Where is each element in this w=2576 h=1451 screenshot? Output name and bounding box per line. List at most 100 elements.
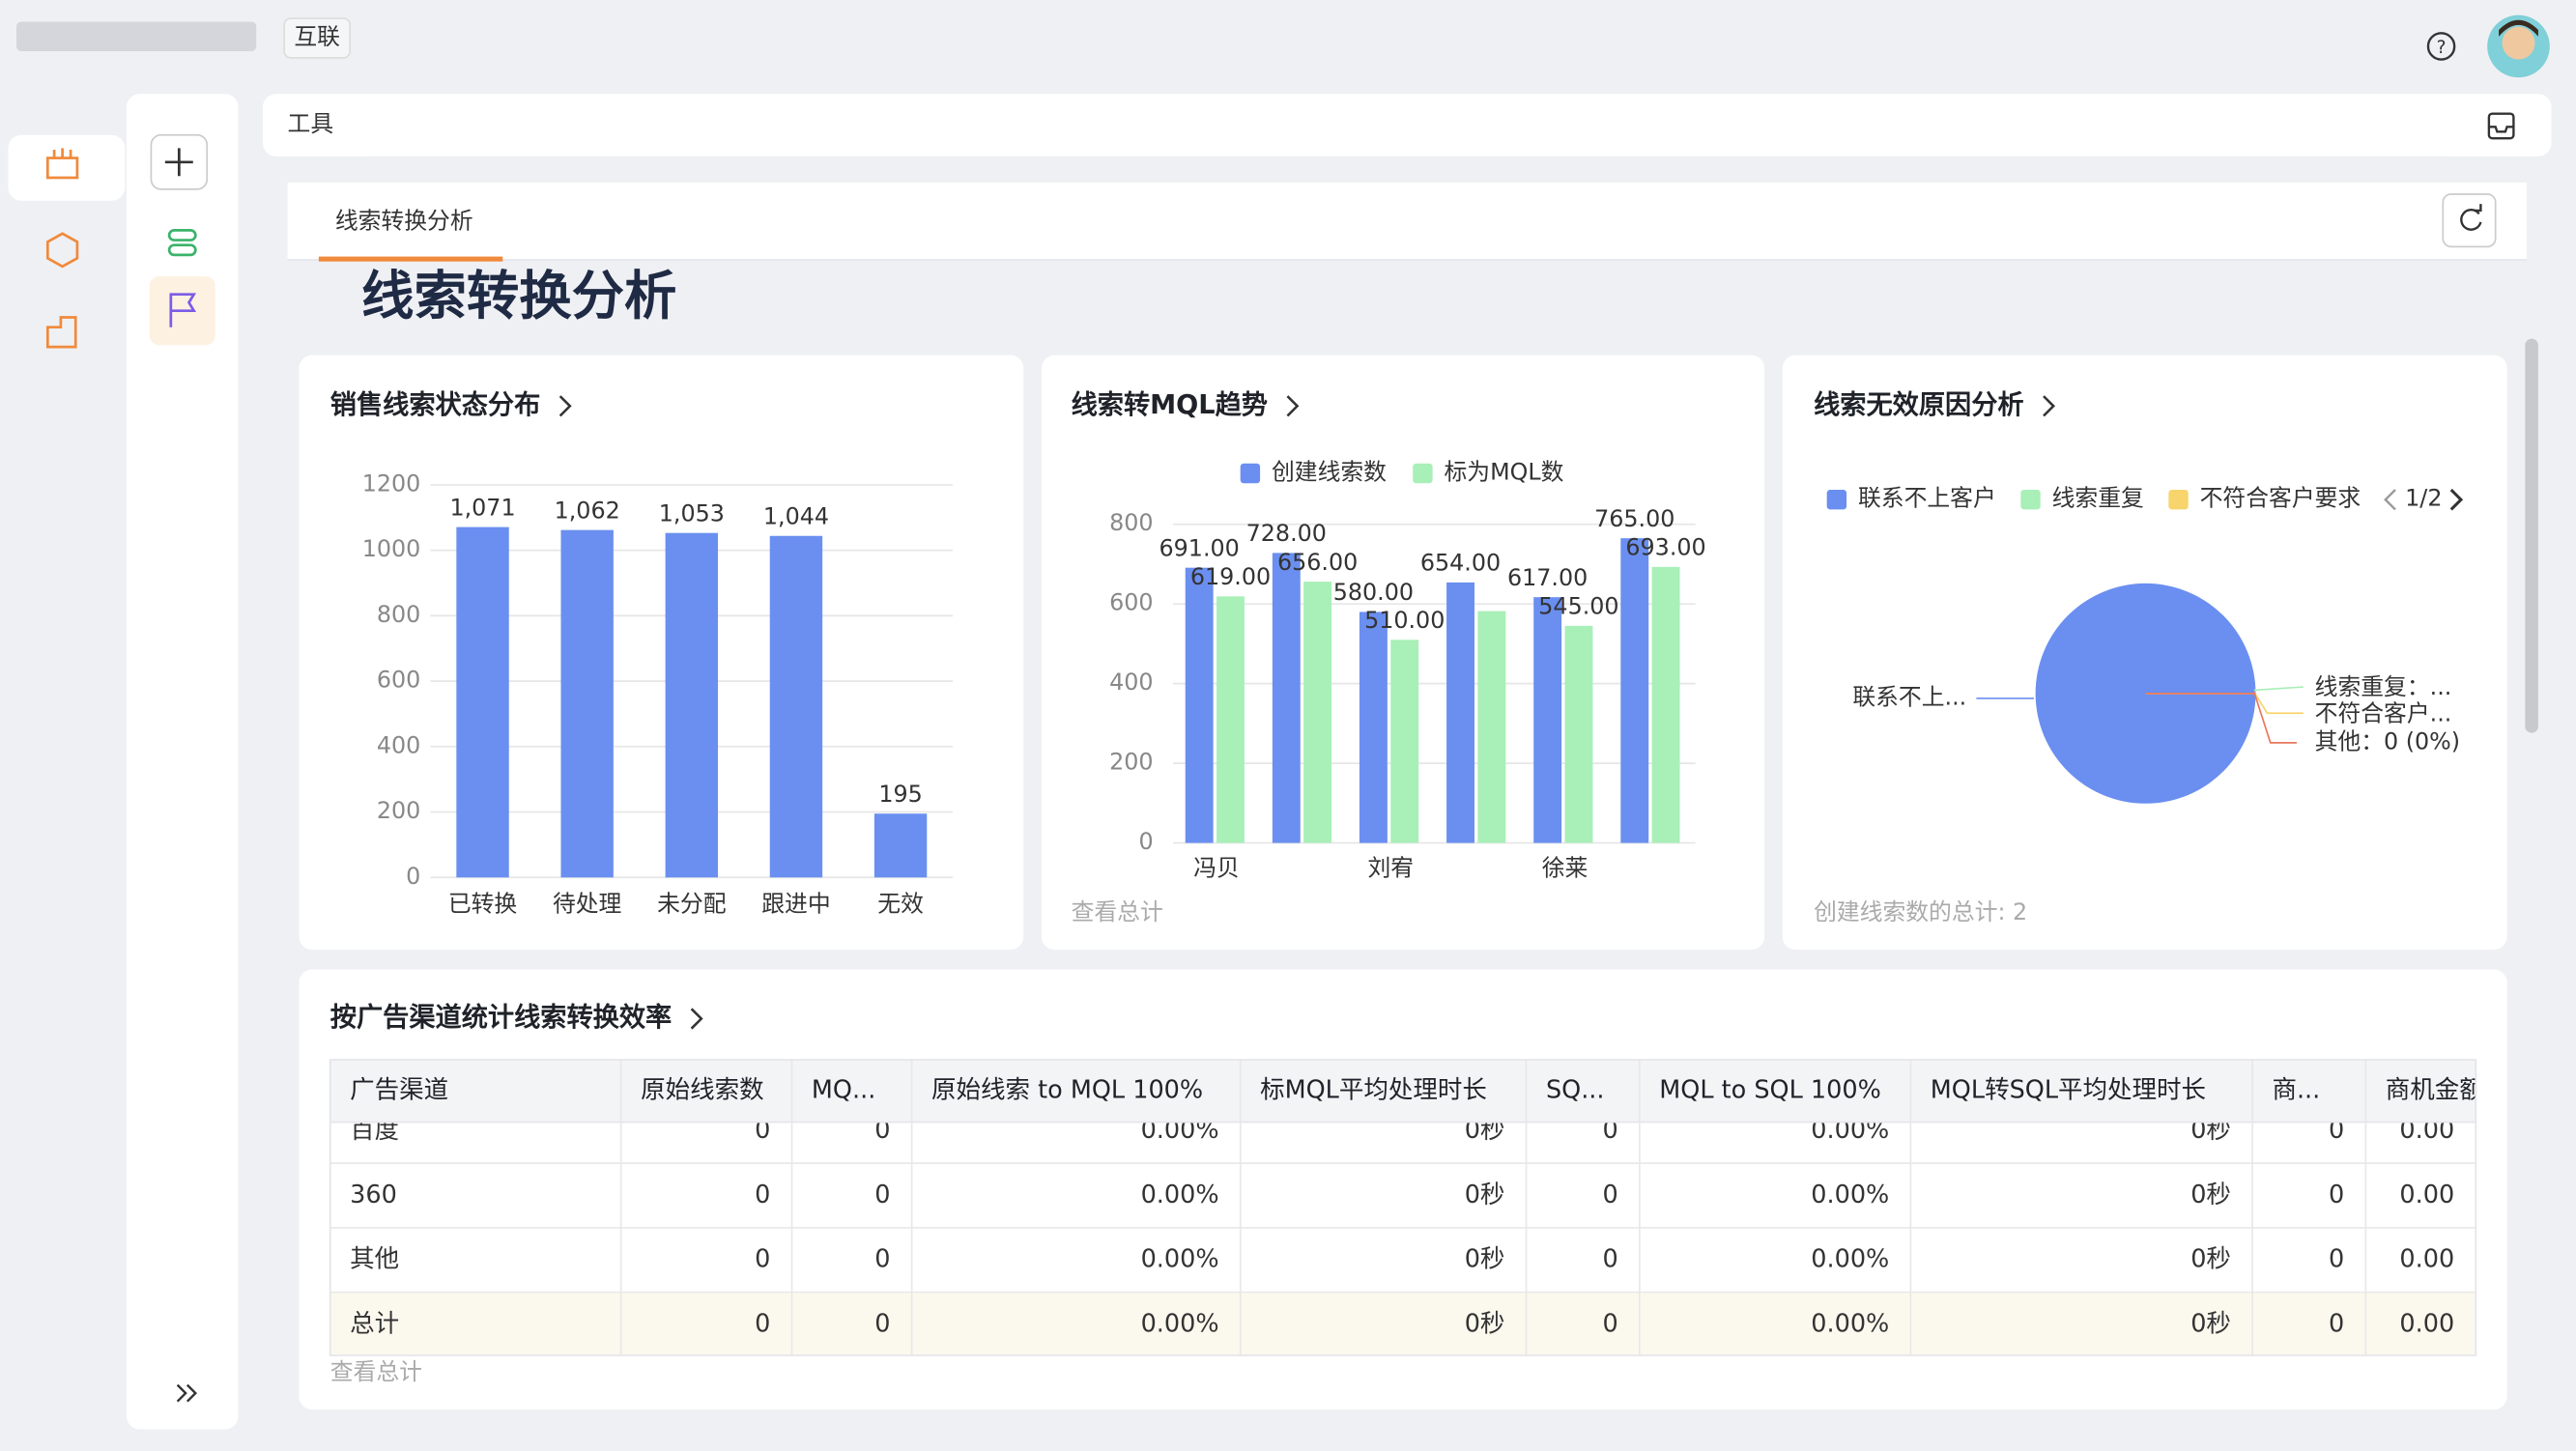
x-tick-label: 无效 <box>877 891 924 918</box>
chart-title[interactable]: 线索转MQL趋势 <box>1072 390 1268 420</box>
rail-icon[interactable] <box>45 232 79 269</box>
bar <box>873 813 928 878</box>
x-tick-label: 待处理 <box>553 891 622 918</box>
cell: 0 <box>755 1309 770 1338</box>
scrollbar[interactable] <box>2525 338 2538 733</box>
y-tick-label: 600 <box>1109 589 1153 616</box>
side-panel <box>126 94 239 1430</box>
y-tick-label: 0 <box>1138 828 1153 855</box>
legend-label: 联系不上客户 <box>1858 485 1996 512</box>
pager-next[interactable] <box>2449 488 2464 511</box>
tab[interactable]: 线索转换分析 <box>335 207 473 234</box>
blurred-name <box>16 21 257 52</box>
cell: 其他 <box>350 1245 399 1274</box>
y-tick-label: 800 <box>377 601 420 628</box>
total-row <box>329 1293 2476 1356</box>
cell: 0 <box>1603 1309 1618 1338</box>
cell: 0 <box>1603 1181 1618 1209</box>
add-button[interactable] <box>150 133 209 190</box>
avatar[interactable] <box>2487 14 2550 78</box>
value-label: 728.00 <box>1246 520 1327 547</box>
cell: 总计 <box>350 1309 399 1338</box>
table-footer: 查看总计 <box>330 1358 422 1385</box>
value-label: 617.00 <box>1507 564 1588 591</box>
slice-label: 不符合客户... <box>2315 699 2452 726</box>
cell: 0 <box>874 1245 890 1274</box>
x-tick-label: 冯贝 <box>1193 854 1240 881</box>
bar <box>1477 611 1506 843</box>
column-header: MQL转SQL平均处理时长 <box>1931 1075 2206 1104</box>
cell: 0.00% <box>1811 1309 1889 1338</box>
value-label: 1,062 <box>555 497 620 524</box>
column-header: 商... <box>2272 1075 2320 1104</box>
page-title: 线索转换分析 <box>361 266 676 327</box>
bar <box>1185 567 1214 843</box>
pager: 1/2 <box>2405 485 2442 512</box>
svg-text:?: ? <box>2437 38 2447 58</box>
column-header: MQL to SQL 100% <box>1659 1075 1881 1104</box>
bar <box>1390 640 1419 843</box>
cell: 0.00% <box>1141 1309 1219 1338</box>
value-label: 619.00 <box>1190 563 1271 590</box>
bar <box>665 532 719 878</box>
cell: 0秒 <box>1465 1245 1505 1274</box>
flow-icon[interactable] <box>167 229 197 257</box>
value-label: 545.00 <box>1538 593 1618 620</box>
leader-line <box>2253 691 2304 715</box>
bar <box>1620 538 1649 843</box>
chart-title[interactable]: 线索无效原因分析 <box>1814 390 2024 420</box>
header-bg <box>329 1060 2476 1124</box>
column-header: 原始线索数 <box>641 1075 764 1104</box>
content: 销售线索状态分布 0 200 400 600 800 1000 1200 已转换 1,071 待处理… <box>329 389 2477 1385</box>
column-header: 标MQL平均处理时长 <box>1260 1075 1487 1104</box>
cell: 0.00 <box>2399 1309 2454 1338</box>
value-label: 1,044 <box>763 503 829 530</box>
inbox-icon[interactable] <box>2487 112 2515 140</box>
column-header: MQ... <box>812 1075 875 1104</box>
table-title: 按广告渠道统计线索转换效率 <box>330 1002 672 1033</box>
cell: 0 <box>2329 1116 2344 1145</box>
chevron <box>2043 395 2056 417</box>
cell: 0.00 <box>2399 1181 2454 1209</box>
help-icon[interactable]: ? <box>2426 32 2456 61</box>
bar <box>560 529 614 878</box>
column-header: 广告渠道 <box>350 1075 448 1104</box>
cell: 0秒 <box>1465 1181 1505 1209</box>
tag-box <box>283 17 352 59</box>
flag-icon <box>169 293 197 327</box>
bar <box>1533 597 1562 843</box>
cell: 0 <box>2329 1181 2344 1209</box>
value-label: 580.00 <box>1333 579 1414 606</box>
legend-swatch <box>1413 463 1433 484</box>
x-tick-label: 未分配 <box>657 891 727 918</box>
cell: 360 <box>350 1181 397 1209</box>
chart-title[interactable]: 销售线索状态分布 <box>330 389 541 420</box>
bar <box>769 535 823 878</box>
chevron <box>690 1008 703 1030</box>
cell: 0 <box>2329 1245 2344 1274</box>
leader-line <box>2252 691 2297 744</box>
rail-active <box>8 134 126 201</box>
cell: 0.00% <box>1811 1245 1889 1274</box>
table-border <box>329 1059 2477 1356</box>
y-tick-label: 400 <box>1109 669 1153 696</box>
cell: 0秒 <box>2190 1181 2231 1209</box>
toolbar-title: 工具 <box>288 110 334 137</box>
table-body: 百度 0 0 0.00% 0秒 0 0.00% 0秒 0 0.00 360 0 0 0.00% 0秒 0 0.0… <box>329 1116 2476 1356</box>
chevron <box>1286 395 1300 417</box>
rail-icon[interactable] <box>45 148 79 180</box>
y-tick-label: 1200 <box>362 469 421 497</box>
leader-line <box>2253 686 2304 692</box>
rail-icon[interactable] <box>45 316 77 349</box>
x-tick-label: 徐莱 <box>1542 854 1589 881</box>
pager-prev[interactable] <box>2384 489 2396 511</box>
column-header: 原始线索 to MQL 100% <box>931 1075 1203 1104</box>
expand-icon[interactable] <box>176 1383 198 1403</box>
cell: 百度 <box>350 1116 399 1145</box>
refresh-button[interactable] <box>2442 193 2497 248</box>
bar <box>1216 596 1245 843</box>
tab-underline <box>318 256 503 262</box>
legend-label: 不符合客户要求 <box>2200 485 2361 512</box>
